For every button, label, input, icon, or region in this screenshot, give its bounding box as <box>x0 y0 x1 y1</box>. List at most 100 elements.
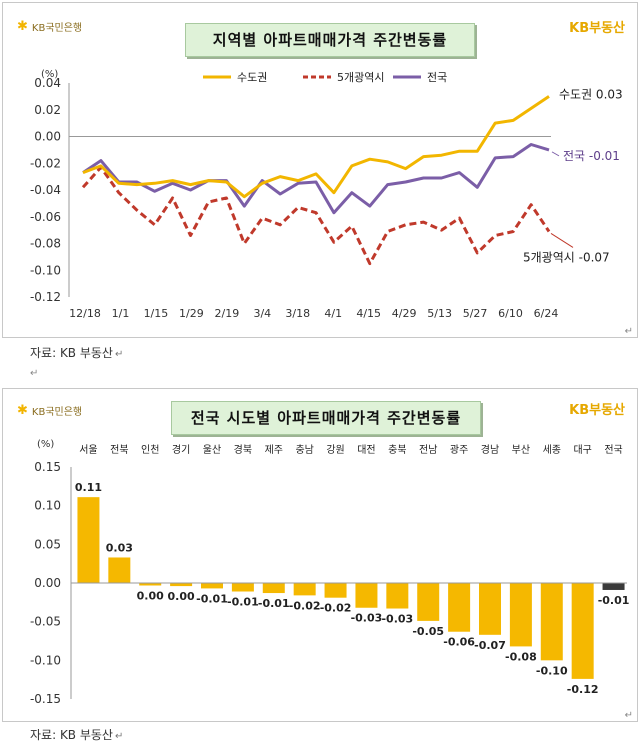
data-label: -0.03 <box>351 612 383 625</box>
bar <box>293 583 316 596</box>
kb-realestate-brand: KB부동산 <box>569 21 625 36</box>
data-label: -0.07 <box>474 639 506 652</box>
bar <box>602 583 625 590</box>
category-label: 충남 <box>295 444 313 456</box>
category-label: 경남 <box>481 443 499 456</box>
data-label: -0.01 <box>598 594 630 607</box>
paragraph-mark: ↵ <box>624 326 633 337</box>
bar <box>509 583 532 647</box>
bar <box>324 583 347 598</box>
leader-line-national <box>551 151 560 157</box>
kb-star-icon: ✱ <box>17 19 28 34</box>
y-tick-label: 0.02 <box>34 103 61 117</box>
bar <box>540 583 563 661</box>
category-label: 인천 <box>141 444 159 456</box>
category-label: 광주 <box>450 444 468 456</box>
x-tick-label: 4/15 <box>356 307 381 320</box>
y-tick-label: -0.10 <box>30 263 61 277</box>
y-tick-label: 0.10 <box>34 499 61 513</box>
bar <box>386 583 409 609</box>
bar <box>108 557 131 583</box>
bar <box>262 583 285 594</box>
y-tick-label: -0.08 <box>30 237 61 251</box>
category-label: 강원 <box>326 444 344 456</box>
bar <box>170 583 193 587</box>
bar <box>231 583 254 592</box>
kb-bank-logo-text: KB국민은행 <box>31 23 83 34</box>
legend-label: 5개광역시 <box>337 71 384 84</box>
chart-title: 지역별 아파트매매가격 주간변동률 <box>185 23 475 57</box>
x-tick-label: 5/27 <box>463 307 488 320</box>
category-label: 전북 <box>110 444 128 456</box>
leader-line-metro5 <box>550 233 574 248</box>
kb-bank-logo: ✱ KB국민은행 <box>17 403 82 418</box>
data-label: -0.01 <box>227 596 259 609</box>
bar <box>479 583 501 635</box>
y-axis-unit: (%) <box>37 439 54 450</box>
data-label: -0.01 <box>196 592 228 605</box>
x-tick-label: 6/24 <box>534 307 559 320</box>
source-note-2: 자료: KB 부동산 ↵ <box>30 726 123 743</box>
data-label: -0.01 <box>258 597 290 610</box>
x-tick-label: 12/18 <box>69 307 101 320</box>
series-line-capital <box>82 95 550 199</box>
data-label: -0.08 <box>505 650 537 663</box>
series-line-metro5 <box>81 165 551 266</box>
data-label: -0.10 <box>536 664 568 677</box>
x-tick-label: 2/19 <box>214 307 239 320</box>
bar <box>201 583 223 589</box>
category-label: 부산 <box>512 444 530 456</box>
chart-title: 전국 시도별 아파트매매가격 주간변동률 <box>171 401 481 435</box>
y-tick-label: -0.05 <box>30 615 61 629</box>
series-line-national <box>82 143 550 215</box>
data-label: -0.06 <box>443 636 475 649</box>
kb-bank-logo-text: KB국민은행 <box>31 407 83 418</box>
bar <box>417 583 440 621</box>
bar <box>355 583 378 608</box>
y-tick-label: -0.06 <box>30 210 61 224</box>
data-label: -0.05 <box>412 625 444 638</box>
source-text-1: 자료: KB 부동산 <box>30 346 113 360</box>
source-text-2: 자료: KB 부동산 <box>30 728 113 742</box>
end-label-national: 전국 -0.01 <box>563 149 620 163</box>
legend-label: 전국 <box>427 71 447 84</box>
paragraph-mark: ↵ <box>624 710 633 721</box>
y-tick-label: 0.15 <box>34 460 61 474</box>
legend-label: 수도권 <box>237 71 267 84</box>
bar <box>571 583 594 679</box>
data-label: 0.11 <box>75 481 102 494</box>
category-label: 대전 <box>357 444 375 456</box>
end-label-metro5: 5개광역시 -0.07 <box>523 250 610 264</box>
data-label: -0.03 <box>381 613 413 626</box>
bar <box>77 497 100 583</box>
data-label: 0.03 <box>106 541 133 554</box>
x-tick-label: 6/10 <box>498 307 523 320</box>
y-tick-label: 0.00 <box>34 130 61 144</box>
category-label: 경기 <box>172 443 190 456</box>
category-label: 충북 <box>388 444 406 456</box>
category-label: 경북 <box>234 443 252 456</box>
y-tick-label: -0.02 <box>30 156 61 170</box>
data-label: -0.02 <box>320 602 352 615</box>
paragraph-mark: ↵ <box>114 349 124 360</box>
kb-realestate-brand: KB부동산 <box>569 403 625 418</box>
x-tick-label: 1/1 <box>112 307 130 320</box>
line-chart-panel: ✱ KB국민은행 KB부동산 지역별 아파트매매가격 주간변동률 (%) 0.04 0… <box>2 2 638 338</box>
y-tick-label: 0.04 <box>34 76 61 90</box>
data-label: 0.00 <box>137 590 164 603</box>
x-tick-label: 3/18 <box>285 307 310 320</box>
bar-chart-panel: ✱ KB국민은행 KB부동산 전국 시도별 아파트매매가격 주간변동률 (%) 0.… <box>2 388 638 722</box>
bar <box>448 583 471 632</box>
x-tick-label: 5/13 <box>427 307 452 320</box>
kb-star-icon: ✱ <box>17 403 28 418</box>
data-label: 0.00 <box>168 590 195 603</box>
y-tick-label: 0.00 <box>34 576 61 590</box>
category-label: 울산 <box>203 444 221 456</box>
source-note-1: 자료: KB 부동산 ↵ <box>30 344 123 361</box>
category-label: 제주 <box>265 444 283 456</box>
x-tick-label: 3/4 <box>253 307 271 320</box>
category-label: 전국 <box>604 444 622 456</box>
y-tick-label: -0.15 <box>30 692 61 706</box>
x-tick-label: 1/29 <box>179 307 204 320</box>
y-tick-label: 0.05 <box>34 537 61 551</box>
